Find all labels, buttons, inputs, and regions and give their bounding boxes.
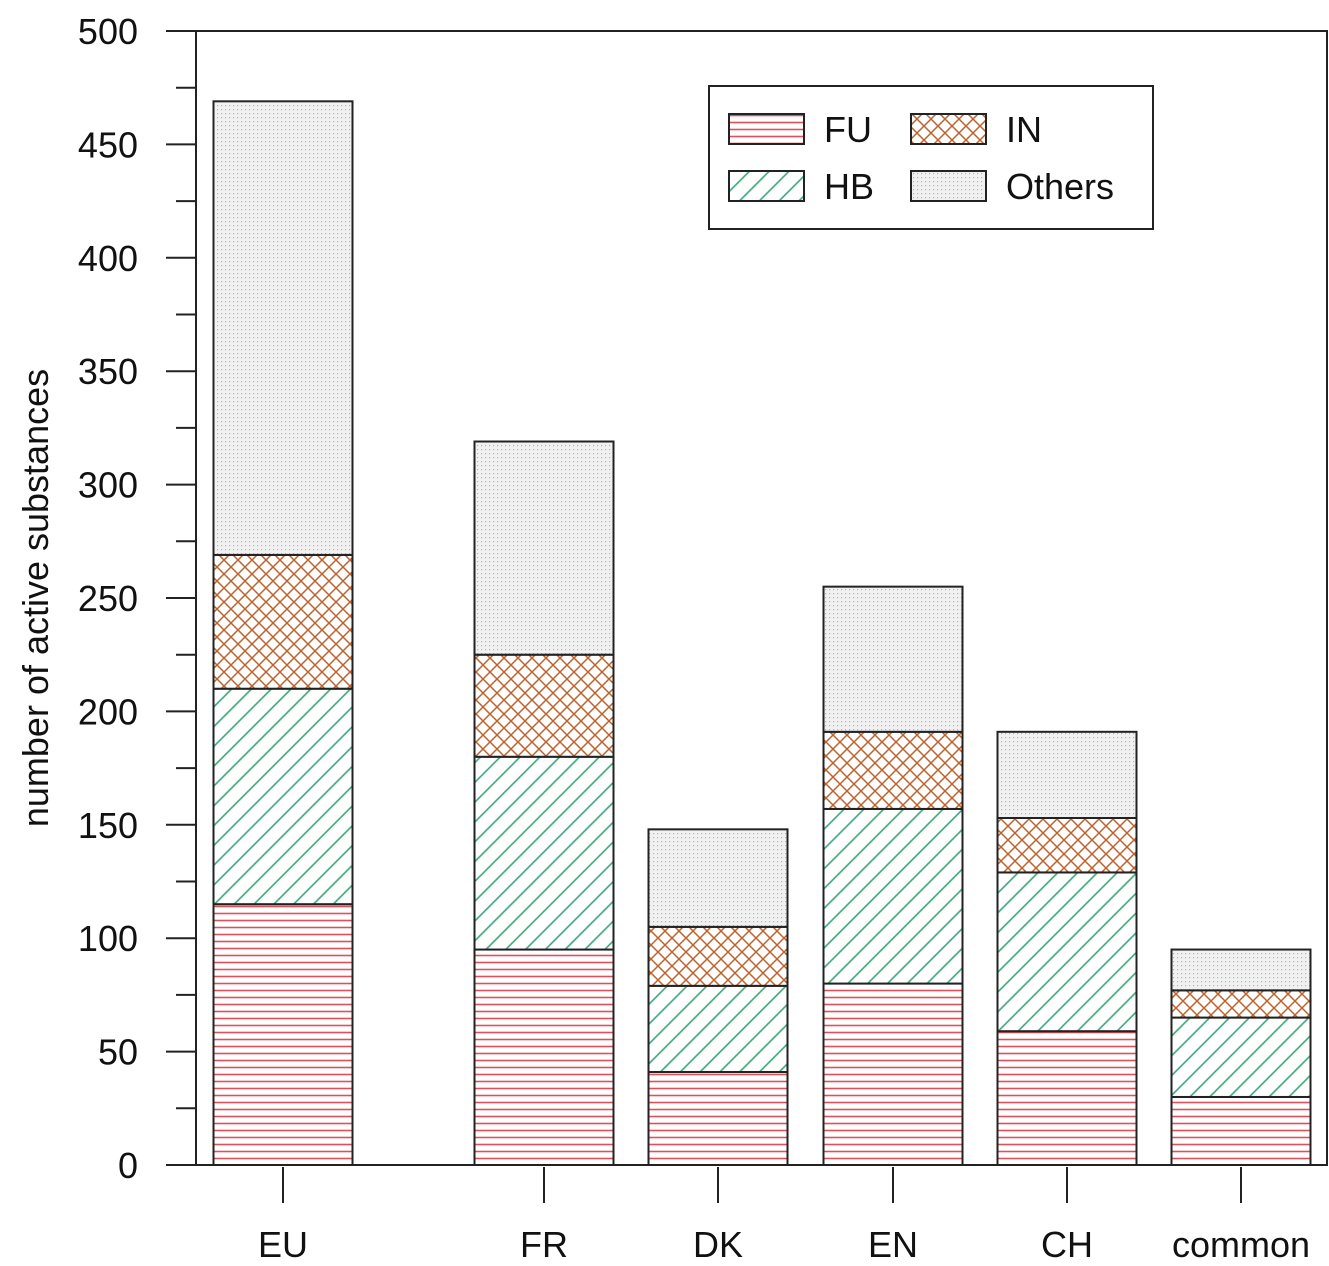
- bar-segment-hb-fr: [473, 755, 615, 951]
- bar-segment-hb-en: [822, 807, 964, 985]
- bar-segment-hb-ch: [996, 871, 1138, 1033]
- y-tick-label: 300: [78, 465, 138, 506]
- bar-segment-in-common: [1170, 989, 1312, 1019]
- x-tick-label-dk: DK: [693, 1224, 743, 1265]
- bar-segment-hb-eu: [212, 687, 354, 906]
- bar-segment-others-en: [822, 585, 964, 733]
- y-tick-label: 0: [118, 1145, 138, 1186]
- x-tick-label-ch: CH: [1041, 1224, 1093, 1265]
- bar-segment-others-ch: [996, 730, 1138, 819]
- x-tick-label-fr: FR: [520, 1224, 568, 1265]
- y-tick-label: 450: [78, 124, 138, 165]
- bar-segment-in-eu: [212, 553, 354, 690]
- bars-group: [212, 100, 1312, 1166]
- y-axis: 0 50 100 150 200 250 300 350 400 450 500: [78, 11, 196, 1186]
- y-tick-label: 100: [78, 918, 138, 959]
- legend-label-in: IN: [1006, 109, 1042, 150]
- bar-segment-in-fr: [473, 653, 615, 758]
- legend-label-fu: FU: [824, 109, 872, 150]
- y-tick-label: 50: [98, 1032, 138, 1073]
- x-axis: EU FR DK EN CH common: [258, 1167, 1310, 1265]
- bar-segment-fu-eu: [212, 903, 354, 1166]
- y-tick-label: 350: [78, 351, 138, 392]
- legend-swatch-hb: [728, 170, 805, 202]
- bar-segment-fu-dk: [647, 1071, 789, 1166]
- bar-segment-fu-fr: [473, 948, 615, 1166]
- legend: FU IN HB Others: [708, 85, 1154, 230]
- bar-segment-in-ch: [996, 816, 1138, 874]
- bar-segment-fu-ch: [996, 1030, 1138, 1166]
- legend-label-others: Others: [1006, 166, 1114, 207]
- bar-segment-others-eu: [212, 100, 354, 556]
- plot-frame: [195, 30, 1328, 1166]
- bar-segment-others-common: [1170, 948, 1312, 992]
- bar-segment-others-fr: [473, 440, 615, 656]
- bar-segment-fu-common: [1170, 1095, 1312, 1166]
- bar-segment-in-en: [822, 730, 964, 810]
- y-tick-label: 250: [78, 578, 138, 619]
- x-tick-label-eu: EU: [258, 1224, 308, 1265]
- x-tick-label-common: common: [1172, 1224, 1310, 1265]
- y-tick-label: 400: [78, 238, 138, 279]
- y-tick-label: 200: [78, 691, 138, 732]
- y-tick-label: 150: [78, 805, 138, 846]
- y-tick-label: 500: [78, 11, 138, 52]
- bar-segment-hb-common: [1170, 1016, 1312, 1098]
- y-axis-title: number of active substances: [15, 369, 56, 827]
- bar-segment-in-dk: [647, 925, 789, 987]
- legend-frame: [708, 85, 1154, 230]
- bar-segment-fu-en: [822, 982, 964, 1166]
- legend-swatch-in: [910, 113, 987, 145]
- legend-swatch-fu: [728, 113, 805, 145]
- x-tick-label-en: EN: [868, 1224, 918, 1265]
- bar-segment-hb-dk: [647, 984, 789, 1074]
- legend-swatch-others: [910, 170, 987, 202]
- bar-segment-others-dk: [647, 828, 789, 928]
- legend-label-hb: HB: [824, 166, 874, 207]
